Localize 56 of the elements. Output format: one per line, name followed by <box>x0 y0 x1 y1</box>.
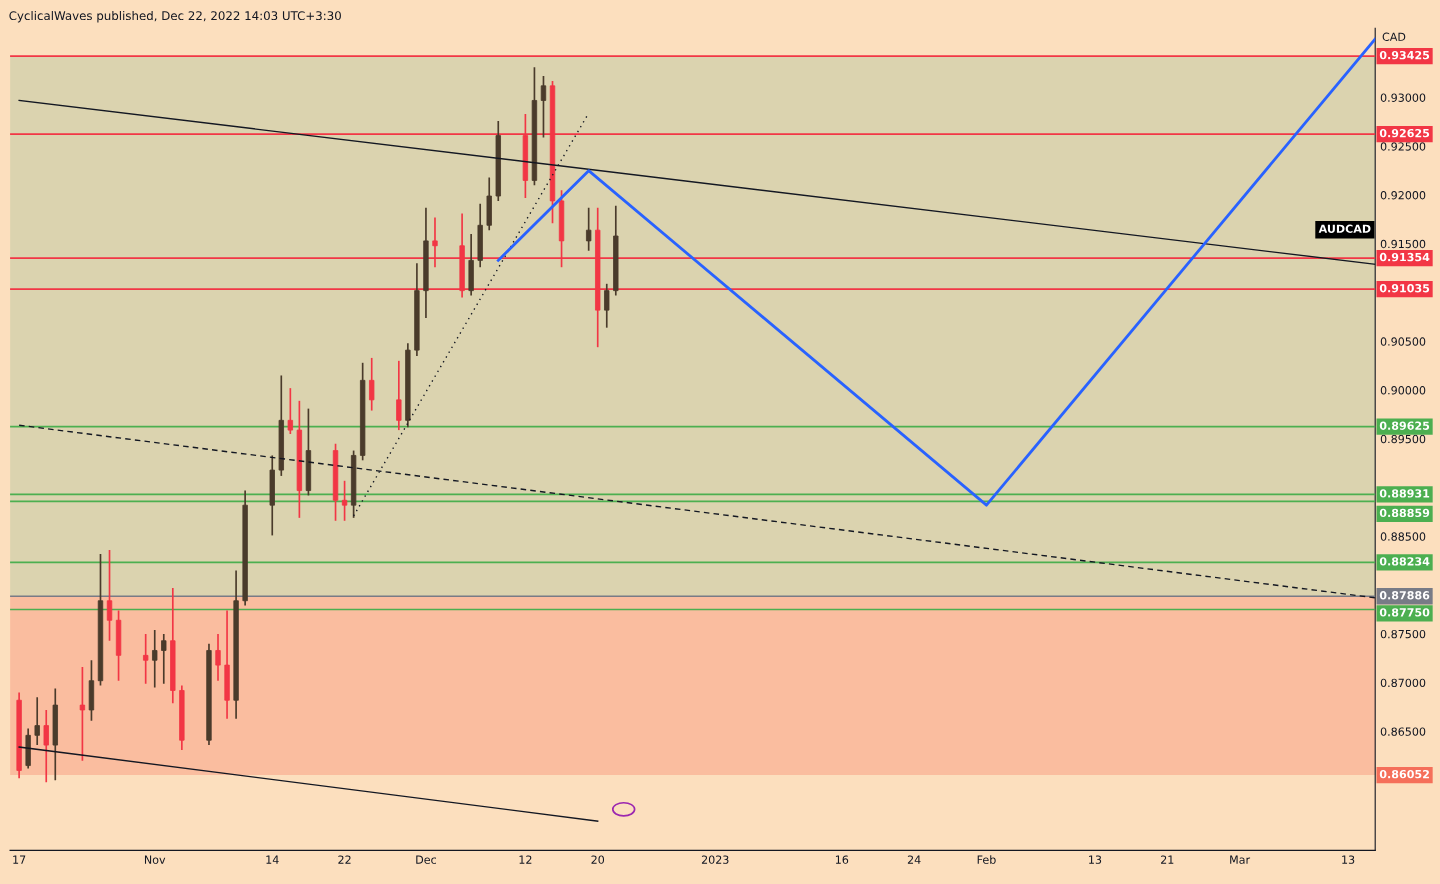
ref-line-label: 0.88234 <box>1379 557 1430 566</box>
x-tick-label: Feb <box>977 855 996 864</box>
x-tick-label: Dec <box>416 855 437 864</box>
x-tick-label: 14 <box>266 855 279 864</box>
ref-line-label: 0.93425 <box>1379 50 1430 60</box>
x-tick-label: 20 <box>591 855 605 864</box>
y-tick-label: 0.92000 <box>1380 191 1426 200</box>
y-tick-label: 0.87500 <box>1380 629 1426 639</box>
line-series <box>496 37 1376 507</box>
y-tick-label: 0.90000 <box>1380 386 1426 395</box>
y-tick-label: 0.91500 <box>1380 239 1426 249</box>
candlestick <box>540 75 547 139</box>
candlestick <box>106 549 113 642</box>
x-tick-label: 21 <box>1161 855 1174 864</box>
y-tick-label: 0.89500 <box>1380 434 1426 444</box>
candlestick <box>43 709 49 783</box>
candlestick <box>585 206 592 252</box>
ref-line-label: 0.87750 <box>1379 608 1430 617</box>
candlestick <box>396 360 402 431</box>
candlestick <box>341 479 348 522</box>
x-tick-label: Mar <box>1230 855 1251 864</box>
y-tick-label: 0.93000 <box>1380 93 1426 102</box>
x-tick-label: 2023 <box>701 855 729 864</box>
x-tick-label: 13 <box>1342 855 1355 864</box>
candlestick <box>161 633 167 685</box>
text: CAD <box>1382 32 1406 41</box>
x-tick-label: 13 <box>1089 855 1102 864</box>
candlestick <box>215 633 221 682</box>
candlestick <box>369 357 375 412</box>
x-tick-label: Nov <box>144 855 166 864</box>
ref-line-label: 0.87886 <box>1379 591 1430 600</box>
y-tick-label: 0.88500 <box>1380 532 1426 541</box>
y-tick-label: 0.90500 <box>1380 337 1426 346</box>
y-tick-label: 0.86500 <box>1380 727 1426 736</box>
y-tick-label: 0.87000 <box>1380 678 1426 688</box>
candlestick <box>34 696 40 746</box>
ref-line-label: 0.91035 <box>1379 283 1430 293</box>
x-tick-label: 22 <box>338 855 351 864</box>
y-tick-label: 0.92500 <box>1380 142 1426 151</box>
candlestick <box>604 282 610 329</box>
chart-title: CyclicalWaves published, Dec 22, 2022 14:03 UTC+3:30 <box>9 10 341 23</box>
candlestick <box>143 633 149 685</box>
ref-line-label: 0.88931 <box>1379 489 1430 498</box>
x-tick-label: 24 <box>907 855 921 864</box>
band-label: 0.86052 <box>1379 769 1429 779</box>
ref-line-label: 0.92625 <box>1379 128 1430 138</box>
candlestick <box>79 666 86 762</box>
ref-line-label: 0.91354 <box>1379 252 1430 262</box>
ref-line-label: 0.88859 <box>1379 508 1430 518</box>
candlestick <box>152 629 158 689</box>
annotation: AUDCAD <box>1318 224 1371 233</box>
ref-line-label: 0.89625 <box>1379 421 1430 430</box>
x-tick-label: 17 <box>13 855 26 864</box>
x-tick-label: 12 <box>519 855 532 864</box>
x-tick-label: 16 <box>835 855 849 864</box>
candlestick <box>287 387 294 435</box>
